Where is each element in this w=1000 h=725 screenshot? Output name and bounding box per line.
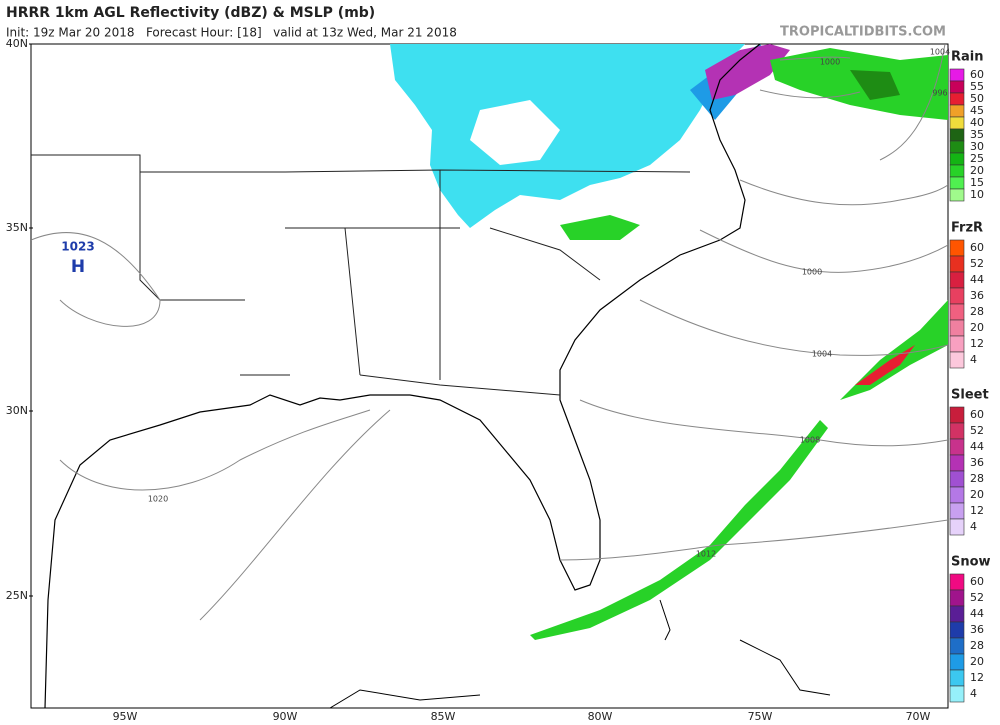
legend-swatch: [949, 152, 965, 166]
legend-level: 28: [970, 305, 984, 318]
legend-level: 36: [970, 623, 984, 636]
legend-level: 10: [970, 188, 984, 201]
legend-level: 35: [970, 128, 984, 141]
legend-swatch: [949, 303, 965, 321]
lat-label: 25N: [6, 589, 28, 602]
legend-swatch: [949, 80, 965, 94]
legend-level: 12: [970, 671, 984, 684]
lat-label: 30N: [6, 404, 28, 417]
lat-label: 40N: [6, 37, 28, 50]
legend-swatch: [949, 470, 965, 488]
legend-swatch: [949, 406, 965, 424]
legend-level: 44: [970, 440, 984, 453]
legend-level: 28: [970, 639, 984, 652]
legend-level: 20: [970, 655, 984, 668]
legend-level: 4: [970, 520, 977, 533]
legend-level: 40: [970, 116, 984, 129]
legend-swatch: [949, 287, 965, 305]
lon-label: 75W: [748, 710, 773, 723]
legend-swatch: [949, 68, 965, 82]
legend-swatch: [949, 438, 965, 456]
legend-swatch: [949, 653, 965, 671]
legend-swatch: [949, 271, 965, 289]
legend-swatch: [949, 685, 965, 703]
legend-level: 4: [970, 353, 977, 366]
legend-swatch: [949, 573, 965, 591]
credit: TROPICALTIDBITS.COM: [780, 25, 946, 40]
high-symbol: H: [71, 257, 85, 277]
isobar-label: 1000: [802, 268, 822, 277]
legend-swatch: [949, 502, 965, 520]
legend-swatch: [949, 486, 965, 504]
legend-swatch: [949, 335, 965, 353]
legend-level: 12: [970, 504, 984, 517]
legend-level: 28: [970, 472, 984, 485]
legend-level: 30: [970, 140, 984, 153]
legend-swatch: [949, 454, 965, 472]
isobar-label: 1008: [800, 436, 820, 445]
legend-level: 25: [970, 152, 984, 165]
legend-swatch: [949, 140, 965, 154]
lon-label: 80W: [588, 710, 613, 723]
legend-level: 60: [970, 241, 984, 254]
legend-swatch: [949, 637, 965, 655]
legend-swatch: [949, 128, 965, 142]
lon-label: 90W: [273, 710, 298, 723]
legend-level: 60: [970, 408, 984, 421]
legend-level: 52: [970, 591, 984, 604]
legend-level: 52: [970, 257, 984, 270]
legend-level: 4: [970, 687, 977, 700]
legend-swatch: [949, 188, 965, 202]
legend-swatch: [949, 351, 965, 369]
lon-label: 85W: [431, 710, 456, 723]
legend-level: 12: [970, 337, 984, 350]
legend-title: FrzR: [951, 221, 983, 236]
legend-level: 44: [970, 273, 984, 286]
isobar-label: 996: [932, 89, 947, 98]
lon-label: 70W: [906, 710, 931, 723]
legend-level: 20: [970, 488, 984, 501]
legend-swatch: [949, 669, 965, 687]
legend-title: Rain: [951, 50, 984, 65]
isobar-label: 1000: [820, 58, 840, 67]
legend-swatch: [949, 605, 965, 623]
map: 1004 996 1000 1000 1004 1008 1012 1020 1023 H: [30, 43, 950, 709]
legend-swatch: [949, 176, 965, 190]
legend-level: 60: [970, 575, 984, 588]
legend-swatch: [949, 116, 965, 130]
legend-level: 36: [970, 456, 984, 469]
legend-level: 60: [970, 68, 984, 81]
isobar-label: 1004: [930, 48, 950, 57]
legend-swatch: [949, 589, 965, 607]
lat-label: 35N: [6, 221, 28, 234]
legend-level: 45: [970, 104, 984, 117]
title: HRRR 1km AGL Reflectivity (dBZ) & MSLP (…: [6, 5, 375, 21]
legend-level: 50: [970, 92, 984, 105]
legend-swatch: [949, 422, 965, 440]
legend-swatch: [949, 92, 965, 106]
legend-swatch: [949, 239, 965, 257]
legend-swatch: [949, 319, 965, 337]
legend-title: Snow: [951, 555, 991, 570]
legend-level: 55: [970, 80, 984, 93]
legend-swatch: [949, 518, 965, 536]
legend-swatch: [949, 255, 965, 273]
legend-level: 36: [970, 289, 984, 302]
legend-swatch: [949, 164, 965, 178]
legend-swatch: [949, 104, 965, 118]
lon-label: 95W: [113, 710, 138, 723]
isobar-label: 1020: [148, 495, 168, 504]
legend-level: 20: [970, 164, 984, 177]
isobar-label: 1004: [812, 350, 832, 359]
legend-level: 15: [970, 176, 984, 189]
legend-title: Sleet: [951, 388, 989, 403]
subtitle: Init: 19z Mar 20 2018 Forecast Hour: [18…: [6, 26, 457, 40]
legend-level: 44: [970, 607, 984, 620]
legend-level: 52: [970, 424, 984, 437]
isobar-label: 1012: [696, 550, 716, 559]
legend-level: 20: [970, 321, 984, 334]
legend-swatch: [949, 621, 965, 639]
high-pressure: 1023: [61, 240, 94, 254]
